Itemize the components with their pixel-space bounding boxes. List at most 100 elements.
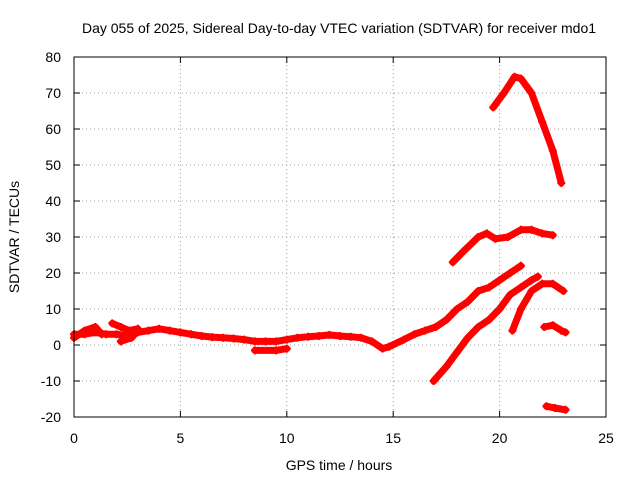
data-point bbox=[304, 332, 313, 341]
data-point bbox=[482, 229, 491, 238]
y-tick-label: 30 bbox=[45, 229, 61, 245]
x-tick-label: 15 bbox=[385, 430, 401, 446]
data-point bbox=[378, 344, 387, 353]
series-rise-b bbox=[508, 279, 568, 335]
data-point bbox=[516, 261, 525, 270]
data-point bbox=[448, 258, 457, 267]
data-point bbox=[527, 276, 536, 285]
series-dip bbox=[250, 344, 291, 355]
data-point bbox=[165, 326, 174, 335]
series-low bbox=[542, 402, 570, 414]
data-point bbox=[463, 297, 472, 306]
y-tick-label: 70 bbox=[45, 85, 61, 101]
data-point bbox=[336, 332, 344, 340]
data-point bbox=[127, 333, 136, 342]
data-point bbox=[527, 287, 536, 295]
series-line bbox=[108, 319, 142, 335]
data-point bbox=[484, 283, 493, 292]
data-point bbox=[550, 404, 559, 412]
data-point bbox=[491, 234, 500, 243]
data-point bbox=[421, 326, 430, 335]
data-point bbox=[116, 323, 125, 331]
x-tick-label: 10 bbox=[279, 430, 295, 446]
data-point bbox=[540, 323, 549, 331]
series-line bbox=[70, 323, 106, 342]
data-point bbox=[218, 333, 227, 342]
y-tick-label: 50 bbox=[45, 157, 61, 173]
data-point bbox=[557, 326, 566, 335]
series-mid bbox=[448, 225, 557, 267]
data-point bbox=[527, 225, 536, 234]
data-point bbox=[133, 326, 142, 335]
data-point bbox=[282, 335, 291, 344]
data-point bbox=[208, 333, 217, 342]
data-point bbox=[91, 323, 100, 331]
data-point bbox=[261, 337, 270, 346]
data-point bbox=[533, 272, 542, 281]
data-point bbox=[508, 326, 517, 335]
data-point bbox=[272, 346, 281, 355]
series-line bbox=[508, 280, 567, 335]
data-point bbox=[80, 326, 89, 335]
tick-labels: 0 5 10 15 20 25 -20 -10 0 10 20 30 40 50 60 70 80 bbox=[41, 49, 614, 446]
data-point bbox=[499, 89, 508, 97]
data-point bbox=[516, 305, 525, 313]
data-point bbox=[538, 117, 547, 126]
data-point bbox=[506, 290, 515, 299]
grid bbox=[74, 57, 606, 417]
series-line bbox=[489, 73, 565, 187]
data-point bbox=[453, 305, 462, 313]
data-point bbox=[474, 323, 483, 331]
data-point bbox=[187, 330, 196, 339]
data-point bbox=[516, 225, 525, 234]
data-point bbox=[229, 334, 238, 343]
data-point bbox=[97, 330, 106, 339]
data-point bbox=[548, 146, 557, 155]
data-point bbox=[250, 346, 259, 355]
data-point bbox=[325, 330, 334, 339]
data-point bbox=[144, 326, 153, 335]
y-tick-label: 40 bbox=[45, 193, 61, 209]
data-point bbox=[538, 229, 547, 238]
y-tick-label: 20 bbox=[45, 265, 61, 281]
data-point bbox=[357, 333, 366, 342]
data-point bbox=[474, 287, 483, 295]
data-point bbox=[489, 103, 498, 112]
data-point bbox=[442, 362, 451, 371]
data-point bbox=[459, 247, 468, 256]
data-point bbox=[561, 328, 570, 337]
data-point bbox=[112, 330, 121, 339]
data-point bbox=[516, 74, 525, 83]
series-small bbox=[540, 321, 570, 337]
x-tick-label: 25 bbox=[598, 430, 614, 446]
y-tick-label: -10 bbox=[41, 373, 61, 389]
data-point bbox=[367, 337, 376, 346]
data-point bbox=[548, 321, 557, 330]
x-tick-label: 20 bbox=[492, 430, 508, 446]
data-point bbox=[495, 305, 504, 313]
x-axis-label: GPS time / hours bbox=[286, 457, 393, 473]
data-point bbox=[431, 323, 440, 331]
data-point bbox=[240, 335, 249, 344]
data-point bbox=[410, 330, 419, 339]
data-point bbox=[346, 332, 355, 341]
chart-title: Day 055 of 2025, Sidereal Day-to-day VTE… bbox=[82, 20, 596, 36]
data-point bbox=[548, 231, 557, 240]
data-point bbox=[474, 233, 483, 241]
data-point bbox=[453, 348, 462, 357]
data-point bbox=[495, 276, 504, 285]
x-tick-label: 5 bbox=[177, 430, 185, 446]
data-point bbox=[282, 344, 291, 353]
data-point bbox=[429, 377, 438, 385]
series-base-wiggle-a bbox=[70, 323, 106, 342]
data-point bbox=[272, 337, 281, 346]
data-point bbox=[542, 402, 551, 411]
data-point bbox=[506, 269, 515, 277]
data-point bbox=[197, 332, 206, 340]
y-axis-label: SDTVAR / TECUs bbox=[6, 181, 22, 293]
data-point bbox=[125, 326, 134, 335]
data-point bbox=[108, 319, 117, 328]
y-tick-label: 60 bbox=[45, 121, 61, 137]
ticks bbox=[73, 56, 607, 418]
